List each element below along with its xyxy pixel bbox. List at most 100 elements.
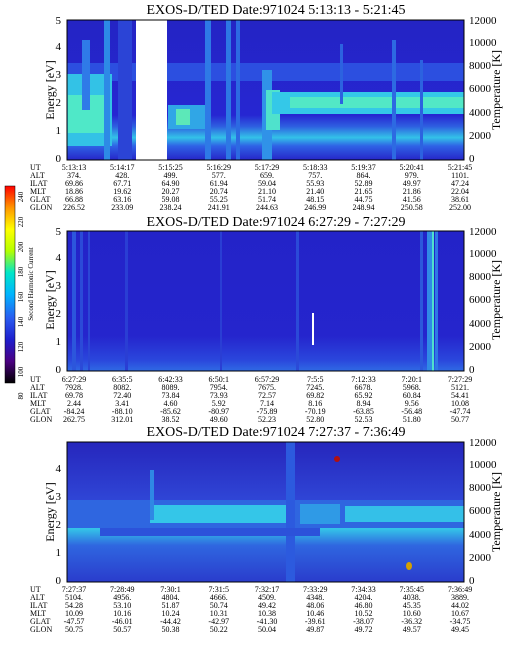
ephemeris-value: 69.82 [306,391,324,400]
ephemeris-value: 45.35 [403,601,421,610]
ephemeris-value: -56.48 [401,407,422,416]
ephemeris-value: 7:12:33 [351,375,375,384]
ephemeris-value: 52.23 [258,415,276,424]
y-tick-label: 0 [56,364,62,376]
panel-2-band [312,313,314,345]
panel-1-title: EXOS-D/TED Date:971024 5:13:13 - 5:21:45 [147,3,406,18]
ephemeris-value: 67.71 [113,179,131,188]
y-tick-label: 4 [56,463,62,475]
panel-2-band [435,231,438,371]
ephemeris-value: 5:19:37 [351,163,375,172]
ephemeris-value: 5:14:17 [110,163,134,172]
ephemeris-value: 4348. [306,593,324,602]
ephemeris-value: 10.52 [355,609,373,618]
y2-tick-label: 10000 [469,37,497,49]
ephemeris-value: -63.85 [353,407,374,416]
ephemeris-value: 5:17:29 [255,163,279,172]
y2-tick-label: 8000 [469,271,492,283]
y2-tick-label: 2000 [469,130,492,142]
panel-1-frame [66,19,465,161]
ephemeris-label: ALT [30,383,45,392]
ephemeris-value: 50.75 [65,625,83,634]
panel-1-ephemeris-table: UT ALT ILAT MLT GLAT GLON [30,163,52,212]
ephemeris-value: 50.77 [451,415,469,424]
ephemeris-value: 18.86 [65,187,83,196]
ephemeris-value: 10.16 [113,609,131,618]
y2-tick-label: 10000 [469,248,497,260]
ephemeris-value: 864. [357,171,371,180]
panel-3-axes: 0 1 2 3 4 0 2000 4000 6000 8000 10000 12… [56,437,498,587]
panel-2-plot-area [67,231,464,371]
ephemeris-value: 63.16 [113,195,131,204]
ephemeris-value: 499. [164,171,178,180]
ephemeris-value: 50.57 [113,625,131,634]
ephemeris-value: 6:57:29 [255,375,279,384]
ephemeris-label: GLAT [30,407,51,416]
panel-2-title: EXOS-D/TED Date:971024 6:27:29 - 7:27:29 [147,215,406,230]
ephemeris-label: UT [30,585,41,594]
ephemeris-value: 5:16:29 [207,163,231,172]
ephemeris-value: 7954. [210,383,228,392]
ephemeris-value: 49.87 [306,625,324,634]
panel-2-band [72,231,76,371]
ephemeris-value: 6:35:5 [112,375,132,384]
ephemeris-value: 241.91 [208,203,230,212]
ephemeris-value: -44.42 [160,617,181,626]
y2-tick-label: 8000 [469,482,492,494]
ephemeris-value: 19.62 [113,187,131,196]
ephemeris-value: 50.38 [162,625,180,634]
ephemeris-value: 48.15 [306,195,324,204]
colorbar-tick: 160 [17,291,25,302]
colorbar-tick: 80 [17,392,25,400]
ephemeris-value: 59.08 [162,195,180,204]
ephemeris-value: 246.99 [304,203,326,212]
panel-3-frame [66,441,465,583]
ephemeris-value: 226.52 [63,203,85,212]
ephemeris-value: 7245. [306,383,324,392]
panel-1-data-gap [136,20,167,160]
ephemeris-value: -34.75 [450,617,471,626]
ephemeris-value: 10.24 [162,609,180,618]
ephemeris-value: 312.01 [111,415,133,424]
y-tick-label: 1 [56,125,62,137]
ephemeris-value: 51.80 [403,415,421,424]
ephemeris-value: 4.60 [164,399,178,408]
ephemeris-value: 10.67 [451,609,469,618]
ephemeris-value: -46.01 [112,617,133,626]
panel-2-band [420,231,423,371]
ephemeris-label: UT [30,375,41,384]
panel-1-band [118,20,132,160]
ephemeris-value: -39.61 [305,617,326,626]
ephemeris-value: 262.75 [63,415,85,424]
ephemeris-value: 7:31:5 [209,585,229,594]
ephemeris-value: 659. [260,171,274,180]
y2-tick-label: 0 [469,364,475,376]
ephemeris-value: -42.97 [208,617,229,626]
ephemeris-value: 38.61 [451,195,469,204]
panel-2-band [80,231,83,371]
y2-tick-label: 6000 [469,294,492,306]
y2-tick-label: 4000 [469,529,492,541]
y-tick-label: 4 [56,252,62,264]
y2-tick-label: 6000 [469,505,492,517]
ephemeris-value: 21.40 [306,187,324,196]
ephemeris-value: 54.28 [65,601,83,610]
ephemeris-value: 6:50:1 [209,375,229,384]
ephemeris-value: 244.63 [256,203,278,212]
ephemeris-value: 3889. [451,593,469,602]
ephemeris-value: 233.09 [111,203,133,212]
ephemeris-label: GLON [30,203,52,212]
ephemeris-value: -70.19 [305,407,326,416]
panel-3-band [300,504,340,524]
ephemeris-value: 7675. [258,383,276,392]
ephemeris-value: 248.94 [353,203,375,212]
ephemeris-value: 65.92 [355,391,373,400]
ephemeris-value: 5.92 [212,399,226,408]
panel-2-band [432,231,434,371]
panel-2-band [427,231,432,371]
ephemeris-value: 21.86 [403,187,421,196]
panel-2-y-axis-label: Energy [eV] [43,270,57,329]
ephemeris-value: 250.58 [401,203,423,212]
ephemeris-value: 44.02 [451,601,469,610]
ephemeris-value: 66.88 [65,195,83,204]
